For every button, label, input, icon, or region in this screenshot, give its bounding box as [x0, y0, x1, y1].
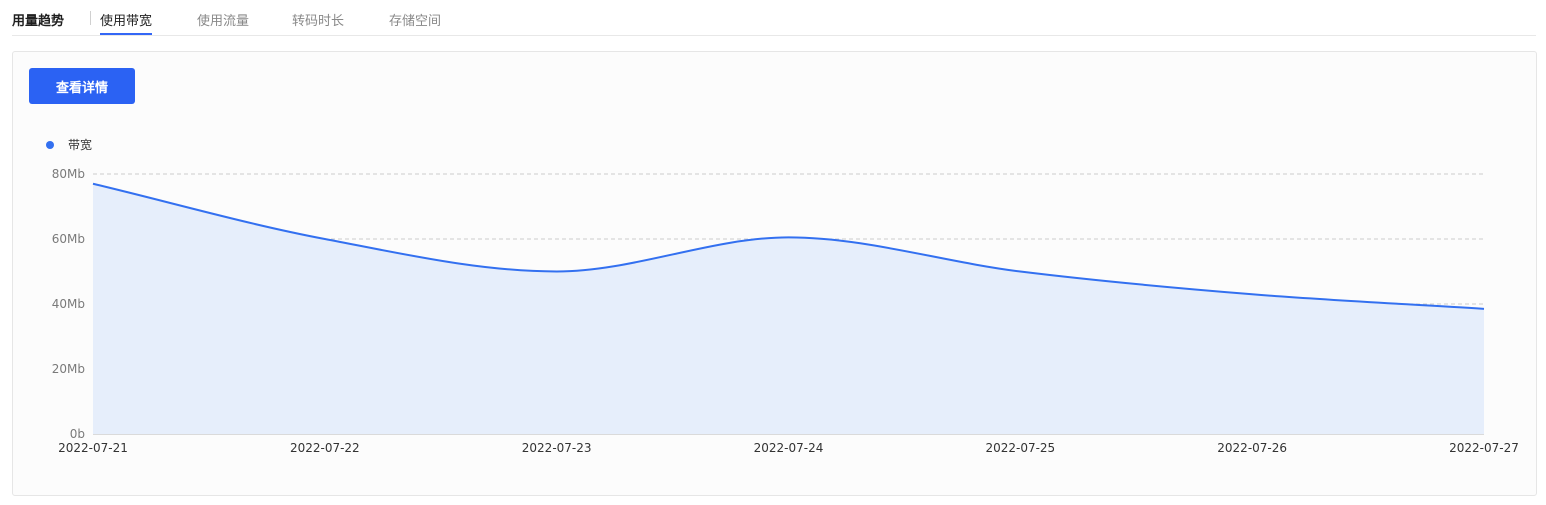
x-tick-label: 2022-07-25	[985, 441, 1055, 455]
legend: 带宽	[46, 137, 92, 152]
y-tick-label: 80Mb	[52, 167, 85, 181]
view-details-button[interactable]: 查看详情	[29, 68, 135, 104]
legend-marker	[46, 141, 54, 149]
tab-transcode-duration[interactable]: 转码时长	[292, 14, 345, 29]
x-tick-label: 2022-07-24	[754, 441, 824, 455]
tab-divider	[90, 11, 91, 25]
y-tick-label: 60Mb	[52, 232, 85, 246]
tab-bandwidth[interactable]: 使用带宽	[100, 10, 153, 35]
axes: 0b 20Mb 40Mb 60Mb 80Mb 2022-07-21 2022-07-22 20…	[52, 167, 1519, 455]
tab-traffic[interactable]: 使用流量	[197, 14, 250, 29]
series-area-bandwidth	[93, 183, 1484, 434]
x-tick-label: 2022-07-26	[1217, 441, 1287, 455]
x-tick-label: 2022-07-27	[1449, 441, 1519, 455]
tab-bar: 用量趋势 使用带宽 使用流量 转码时长 存储空间	[12, 0, 1536, 36]
series-line-bandwidth	[92, 182, 1485, 310]
tab-storage[interactable]: 存储空间	[389, 14, 442, 29]
y-tick-label: 20Mb	[52, 362, 85, 376]
tab-bar-title: 用量趋势	[12, 14, 65, 29]
x-tick-label: 2022-07-21	[58, 441, 128, 455]
x-tick-label: 2022-07-23	[522, 441, 592, 455]
y-tick-label: 0b	[70, 427, 85, 441]
y-tick-label: 40Mb	[52, 297, 85, 311]
legend-label: 带宽	[68, 137, 92, 152]
x-tick-label: 2022-07-22	[290, 441, 360, 455]
